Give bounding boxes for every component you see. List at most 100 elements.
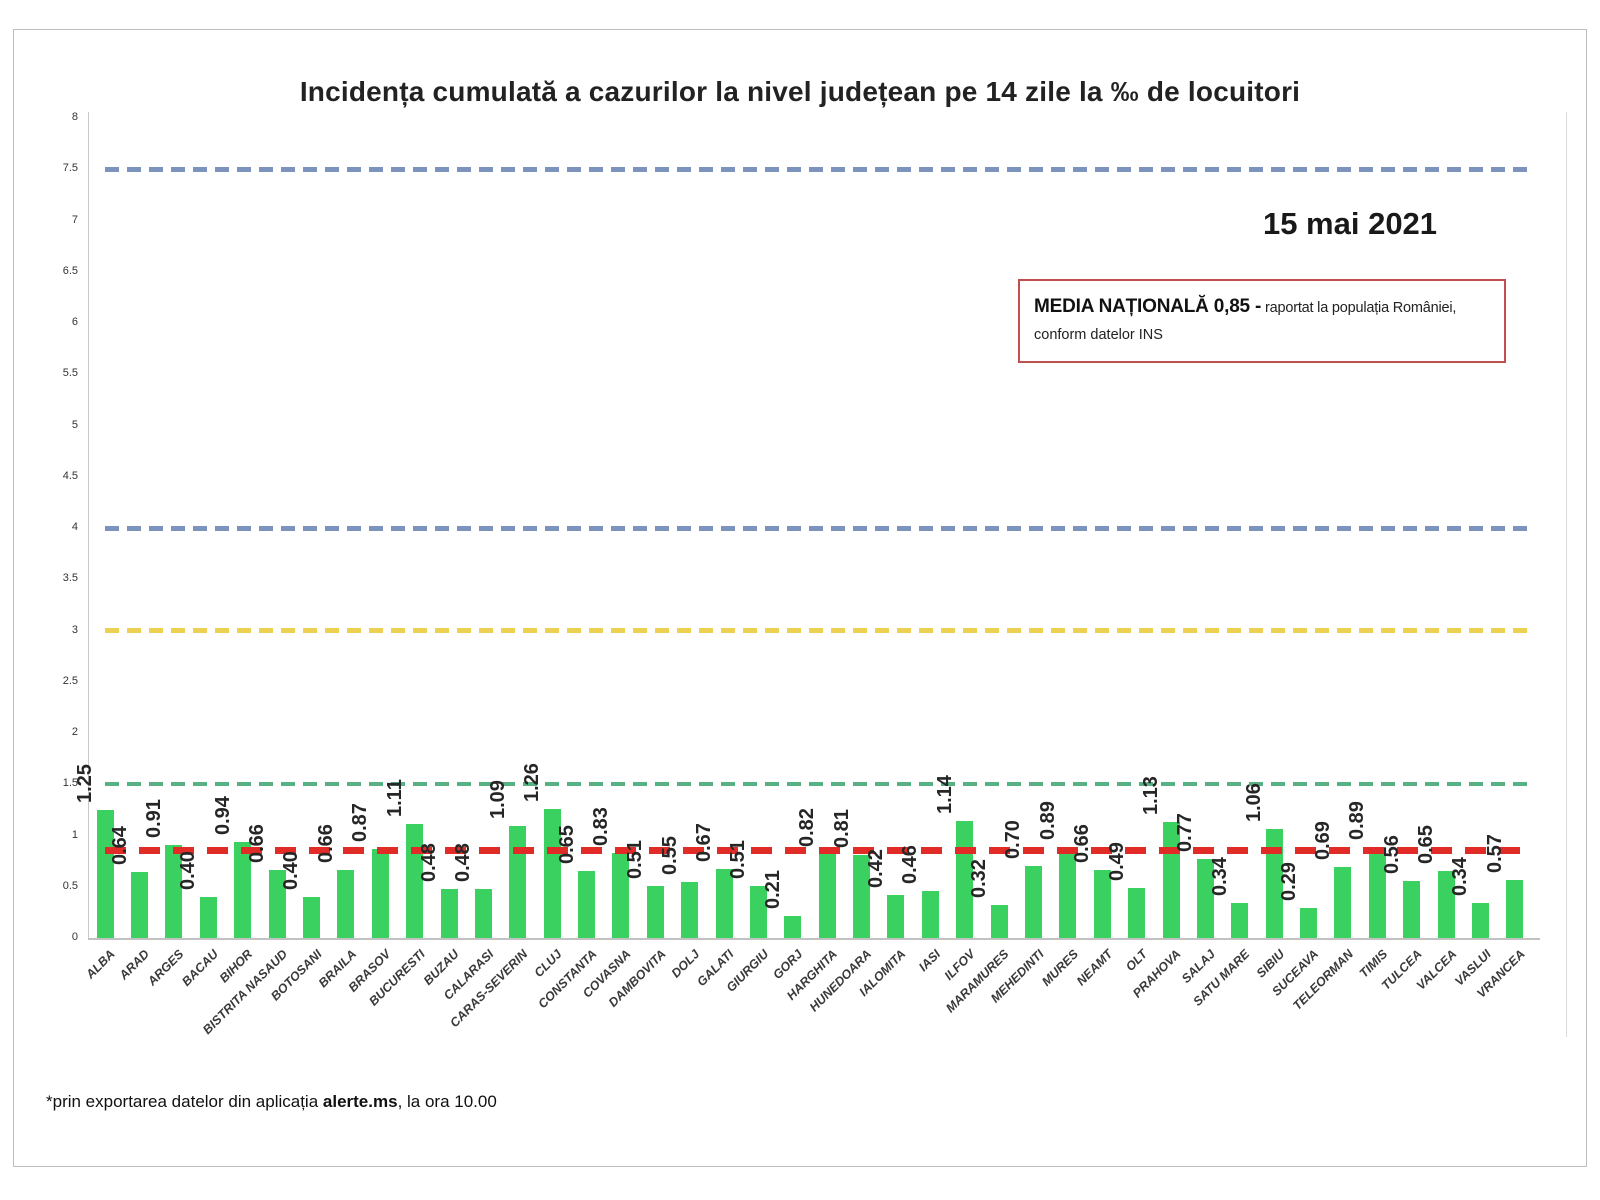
annotation-bold-text: MEDIA NAȚIONALĂ 0,85 - xyxy=(1034,296,1262,317)
y-axis-tick-label: 2.5 xyxy=(62,674,78,687)
bar-value-label-bucuresti: 1.11 xyxy=(383,779,406,818)
bar-caras-severin xyxy=(509,826,527,938)
bar-bacau xyxy=(199,897,217,938)
bar-mehedinti xyxy=(1024,866,1042,938)
bar-calarasi xyxy=(474,888,492,938)
chart-title: Incidența cumulată a cazurilor la nivel … xyxy=(299,76,1301,107)
bar-alba xyxy=(96,809,114,938)
bar-value-label-cluj: 1.26 xyxy=(521,762,544,802)
bar-value-label-braila: 0.66 xyxy=(314,824,337,864)
y-axis-tick-label: 8 xyxy=(71,111,78,123)
y-axis-tick-label: 5.5 xyxy=(62,367,78,380)
bar-mures xyxy=(1059,846,1077,938)
bar-value-label-valcea: 0.65 xyxy=(1415,825,1438,865)
bar-iasi xyxy=(921,890,939,938)
bar-salaj xyxy=(1196,859,1214,938)
bar-olt xyxy=(1128,887,1146,938)
bar-vaslui xyxy=(1471,903,1489,938)
bar-value-label-gorj: 0.21 xyxy=(761,870,784,910)
plot-right-border xyxy=(1566,112,1567,1037)
x-axis-baseline xyxy=(88,938,1540,940)
bar-giurgiu xyxy=(749,885,767,938)
bar-value-label-bacau: 0.40 xyxy=(177,851,200,890)
bar-value-label-olt: 0.49 xyxy=(1105,841,1128,881)
bar-value-label-caras-severin: 1.09 xyxy=(486,780,509,820)
bar-value-label-neamt: 0.66 xyxy=(1071,824,1094,864)
y-axis-tick-label: 3.5 xyxy=(62,572,78,585)
y-axis-line xyxy=(88,112,89,938)
y-axis-tick-label: 4.5 xyxy=(62,469,78,482)
footnote-suffix: , la ora 10.00 xyxy=(397,1092,497,1111)
bar-value-label-alba: 1.25 xyxy=(74,763,97,803)
bar-bihor xyxy=(234,841,252,938)
bar-value-label-vrancea: 0.57 xyxy=(1483,833,1506,873)
bar-dambovita xyxy=(646,885,664,938)
bar-value-label-mehedinti: 0.70 xyxy=(1002,820,1025,860)
bar-value-label-tulcea: 0.56 xyxy=(1380,834,1403,874)
y-axis-tick-label: 1.5 xyxy=(62,777,78,790)
y-axis-tick-label: 7 xyxy=(71,213,78,226)
y-axis-tick-label: 4 xyxy=(71,521,78,533)
bar-sibiu xyxy=(1265,829,1283,938)
bar-value-label-dambovita: 0.51 xyxy=(624,839,647,879)
bar-tulcea xyxy=(1403,880,1421,938)
threshold-7-5 xyxy=(105,166,1529,172)
footnote: *prin exportarea datelor din aplicația a… xyxy=(46,1092,497,1112)
bar-covasna xyxy=(612,852,630,938)
bar-buzau xyxy=(440,888,458,938)
bar-brasov xyxy=(371,848,389,938)
bar-value-label-covasna: 0.83 xyxy=(589,806,612,846)
bar-value-label-teleorman: 0.69 xyxy=(1311,821,1334,861)
bar-teleorman xyxy=(1334,867,1352,938)
bar-dolj xyxy=(681,881,699,938)
bar-vrancea xyxy=(1506,879,1524,938)
y-axis-tick-label: 1 xyxy=(71,828,78,841)
threshold-1-5 xyxy=(105,782,1529,787)
y-axis-tick-label: 2 xyxy=(71,726,78,738)
annotation-line-1: MEDIA NAȚIONALĂ 0,85 - raportat la popul… xyxy=(1034,293,1492,322)
bar-value-label-calarasi: 0.48 xyxy=(452,842,475,882)
bar-value-label-botosani: 0.40 xyxy=(280,851,303,890)
bar-value-label-ilfov: 1.14 xyxy=(933,775,956,815)
bar-value-label-bistrita-nasaud: 0.66 xyxy=(246,824,269,864)
bar-value-label-hunedoara: 0.81 xyxy=(830,809,853,848)
y-axis-tick-label: 7.5 xyxy=(62,162,78,175)
national-average-annotation-box: MEDIA NAȚIONALĂ 0,85 - raportat la popul… xyxy=(1018,279,1506,363)
bar-value-label-buzau: 0.48 xyxy=(418,842,440,882)
bar-value-label-satu-mare: 0.34 xyxy=(1208,857,1231,897)
bar-value-label-iasi: 0.46 xyxy=(899,844,922,884)
bar-value-label-maramures: 0.32 xyxy=(968,859,991,899)
annotation-regular-text: raportat la populația României, xyxy=(1261,300,1457,316)
bar-maramures xyxy=(990,905,1008,938)
bar-suceava xyxy=(1300,908,1318,938)
bar-value-label-vaslui: 0.34 xyxy=(1449,857,1472,897)
bar-valcea xyxy=(1437,871,1455,938)
bar-constanta xyxy=(578,871,596,938)
y-axis-tick-label: 6 xyxy=(71,316,78,328)
bar-value-label-constanta: 0.65 xyxy=(555,825,578,865)
threshold-3 xyxy=(105,628,1529,633)
bar-value-label-mures: 0.89 xyxy=(1036,800,1059,840)
bar-value-label-arges: 0.91 xyxy=(142,798,165,838)
annotation-line-2: conform datelor INS xyxy=(1034,327,1163,343)
bar-value-label-bihor: 0.94 xyxy=(211,795,234,835)
bar-timis xyxy=(1368,846,1386,938)
bar-arad xyxy=(131,872,149,938)
y-axis-tick-label: 3 xyxy=(71,623,78,636)
bar-botosani xyxy=(302,897,320,938)
bar-arges xyxy=(165,844,183,938)
bar-value-label-harghita: 0.82 xyxy=(796,808,819,847)
national-average-line xyxy=(105,847,1529,855)
bar-satu-mare xyxy=(1231,903,1249,938)
y-axis-tick-label: 6.5 xyxy=(62,264,78,277)
bar-galati xyxy=(715,869,733,938)
bar-value-label-salaj: 0.77 xyxy=(1174,813,1197,853)
bar-gorj xyxy=(784,916,802,938)
y-axis-tick-label: 0 xyxy=(71,931,78,943)
bar-value-label-sibiu: 1.06 xyxy=(1243,783,1266,823)
bar-value-label-arad: 0.64 xyxy=(108,826,131,866)
bar-value-label-giurgiu: 0.51 xyxy=(727,839,750,879)
bar-value-label-suceava: 0.29 xyxy=(1277,862,1300,902)
bar-braila xyxy=(337,870,355,938)
bar-neamt xyxy=(1093,870,1111,938)
